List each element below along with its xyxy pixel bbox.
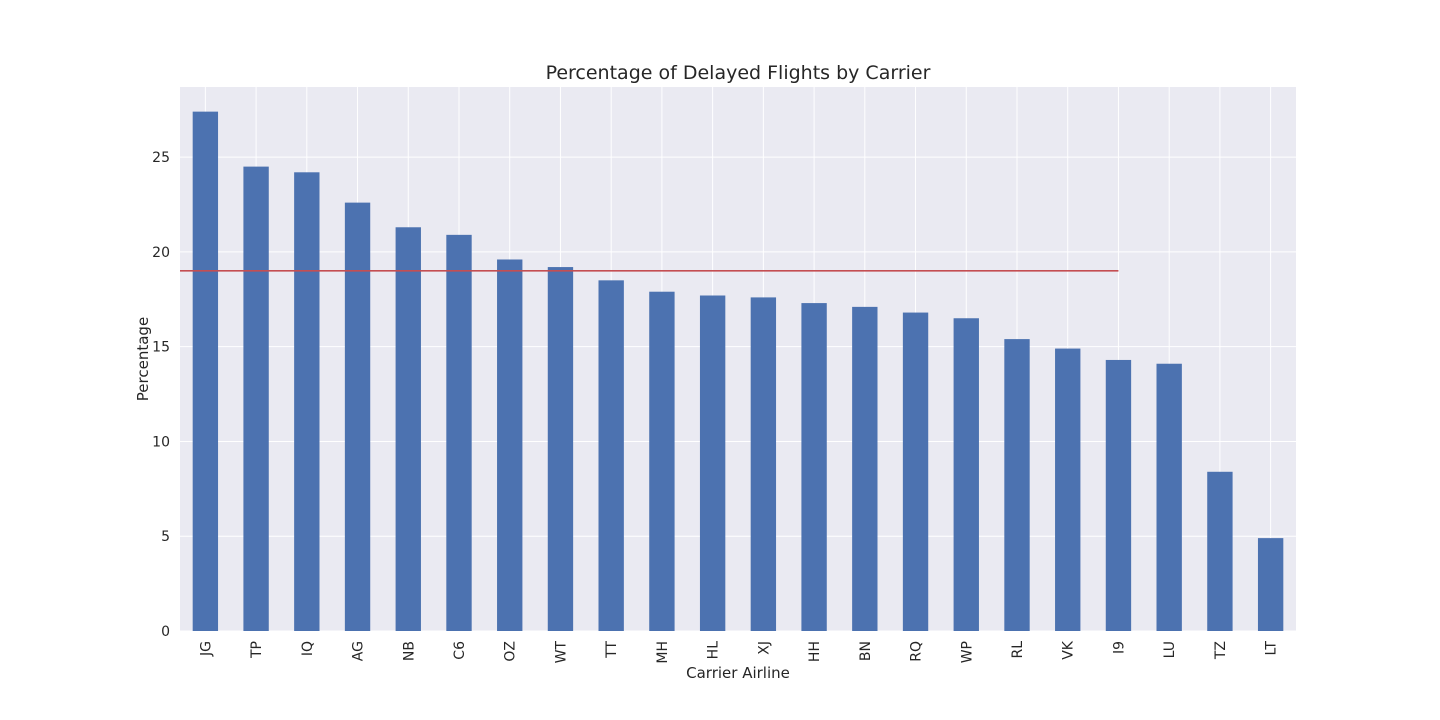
x-tick-label-rl: RL (1010, 641, 1026, 659)
x-tick-label-rq: RQ (909, 641, 925, 662)
x-tick-label-lt: LT (1264, 641, 1280, 656)
x-tick-label-mh: MH (655, 641, 671, 664)
bar-tt (598, 280, 624, 631)
x-tick-label-c6: C6 (452, 641, 468, 660)
bar-oz (497, 259, 523, 631)
x-tick-label-tz: TZ (1213, 641, 1229, 660)
bar-rl (1004, 339, 1030, 631)
bar-lt (1257, 538, 1284, 631)
bar-xj (750, 297, 777, 631)
x-tick-label-hh: HH (807, 641, 823, 662)
bar-i9 (1105, 359, 1132, 631)
x-axis-label: Carrier Airline (686, 664, 790, 682)
bar-tz (1207, 471, 1233, 631)
chart-title: Percentage of Delayed Flights by Carrier (546, 62, 931, 84)
y-tick-label: 5 (161, 529, 170, 545)
bar-vk (1055, 348, 1081, 631)
x-tick-label-wt: WT (553, 641, 569, 664)
x-tick-label-vk: VK (1061, 640, 1077, 660)
bar-nb (395, 227, 421, 631)
x-tick-label-xj: XJ (756, 641, 772, 655)
y-axis-ticks: 0 5 10 15 20 25 (152, 150, 170, 640)
y-tick-label: 20 (152, 245, 170, 261)
bar-hl (699, 295, 726, 631)
bar-mh (649, 291, 675, 631)
x-tick-label-hl: HL (706, 641, 722, 660)
x-axis-ticks: JG TP IQ AG NB C6 OZ WT TT MH HL XJ HH BN RQ WP RL VK I9 LU… (198, 640, 1279, 663)
x-tick-label-jg: JG (198, 641, 214, 657)
y-tick-label: 10 (152, 434, 170, 450)
bar-lu (1156, 363, 1182, 631)
y-tick-label: 15 (152, 340, 170, 356)
bar-jg (192, 111, 219, 631)
x-tick-label-ag: AG (351, 641, 367, 661)
y-axis-label: Percentage (134, 317, 152, 401)
x-tick-label-nb: NB (401, 641, 417, 661)
x-tick-label-i9: I9 (1111, 641, 1127, 654)
bar-iq (294, 172, 320, 631)
x-tick-label-bn: BN (858, 641, 874, 661)
bar-rq (902, 312, 929, 631)
x-tick-label-wp: WP (959, 641, 975, 663)
bar-c6 (446, 234, 472, 632)
x-tick-label-tt: TT (604, 641, 620, 659)
x-tick-label-oz: OZ (503, 641, 519, 662)
x-tick-label-lu: LU (1162, 641, 1178, 658)
bar-bn (852, 306, 878, 631)
bar-ag (344, 202, 371, 631)
x-tick-label-iq: IQ (300, 641, 316, 656)
bar-hh (801, 303, 827, 631)
bar-wp (953, 318, 979, 631)
y-tick-label: 0 (161, 624, 170, 640)
bars (192, 111, 1284, 632)
bar-tp (243, 166, 269, 632)
x-tick-label-tp: TP (249, 641, 265, 659)
y-tick-label: 25 (152, 150, 170, 166)
bar-wt (547, 267, 574, 631)
